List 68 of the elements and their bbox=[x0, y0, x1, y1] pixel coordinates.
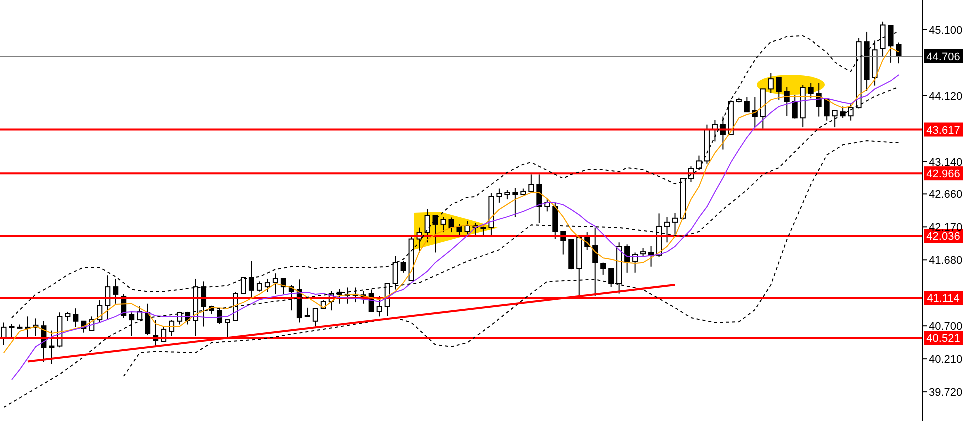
ref-line-label: 40.521 bbox=[926, 333, 960, 346]
candlestick bbox=[744, 96, 750, 113]
candlestick bbox=[480, 224, 486, 238]
candlestick bbox=[752, 96, 758, 128]
candlestick bbox=[512, 188, 518, 218]
candlestick bbox=[832, 110, 838, 128]
ref-line-label: 41.114 bbox=[927, 293, 960, 306]
candlestick bbox=[9, 324, 15, 338]
candlestick bbox=[624, 244, 630, 274]
candlestick bbox=[129, 312, 135, 337]
ref-line-label: 42.036 bbox=[926, 231, 960, 244]
candlestick bbox=[504, 190, 510, 200]
candlestick bbox=[600, 262, 606, 276]
candlestick bbox=[696, 155, 702, 170]
candlestick bbox=[824, 98, 830, 122]
candlestick bbox=[248, 260, 254, 298]
y-tick-label: 41.680 bbox=[929, 255, 963, 268]
candlestick bbox=[456, 224, 462, 238]
candlestick bbox=[217, 307, 223, 325]
candlestick bbox=[792, 94, 798, 120]
ref-line-label: 43.617 bbox=[926, 124, 960, 137]
candlestick bbox=[648, 246, 654, 268]
candlestick bbox=[169, 320, 175, 337]
candlestick bbox=[424, 208, 430, 244]
candlestick bbox=[672, 212, 678, 236]
y-tick-label: 39.720 bbox=[929, 386, 963, 399]
candlestick bbox=[49, 330, 55, 365]
candlestick bbox=[65, 311, 71, 322]
candlestick bbox=[664, 216, 670, 244]
y-tick-label: 45.100 bbox=[929, 24, 963, 37]
candlestick bbox=[145, 303, 151, 336]
candlestick bbox=[272, 273, 278, 295]
candlestick bbox=[225, 320, 230, 338]
y-tick-label: 44.120 bbox=[929, 90, 963, 103]
candlestick bbox=[496, 188, 502, 204]
candlestick bbox=[400, 260, 406, 274]
candlestick bbox=[97, 300, 103, 324]
candlestick bbox=[448, 217, 454, 234]
candlestick bbox=[640, 248, 646, 258]
candlestick bbox=[113, 278, 119, 304]
candlestick bbox=[592, 227, 598, 297]
candlestick bbox=[392, 256, 398, 290]
candlestick bbox=[440, 216, 446, 234]
candlestick bbox=[848, 104, 854, 122]
candlestick bbox=[840, 106, 846, 119]
line-series bbox=[123, 140, 900, 378]
y-tick-label: 40.700 bbox=[929, 321, 963, 334]
y-tick-label: 43.140 bbox=[929, 156, 963, 169]
candlestick bbox=[264, 278, 270, 293]
y-tick-label: 42.660 bbox=[929, 189, 963, 202]
ref-line-label: 44.706 bbox=[926, 51, 960, 64]
candlestick bbox=[608, 268, 614, 288]
candlestick bbox=[464, 220, 470, 236]
candlestick bbox=[784, 86, 790, 117]
candlestick bbox=[240, 277, 246, 294]
candlestick bbox=[256, 281, 262, 292]
candlestick bbox=[73, 308, 79, 328]
candlestick bbox=[528, 174, 534, 192]
candlestick bbox=[376, 296, 382, 318]
candlestick bbox=[776, 76, 782, 100]
candlestick bbox=[808, 82, 814, 100]
candlestick bbox=[312, 308, 318, 328]
candlestick bbox=[432, 215, 438, 254]
candlestick bbox=[536, 174, 542, 224]
candlestick bbox=[105, 275, 111, 321]
y-tick-label: 40.210 bbox=[929, 354, 963, 366]
ref-line-label: 42.966 bbox=[926, 168, 960, 181]
candlestick bbox=[768, 72, 774, 94]
